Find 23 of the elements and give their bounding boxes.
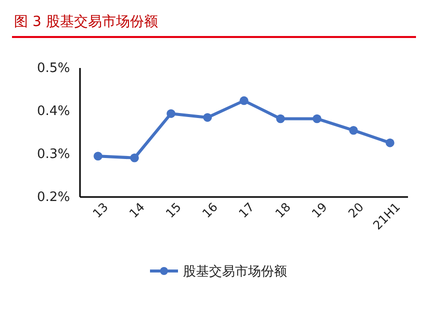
point bbox=[312, 114, 322, 124]
x-tick-label: 19 bbox=[309, 200, 330, 221]
x-tick-label: 13 bbox=[90, 200, 111, 221]
point bbox=[386, 138, 394, 148]
x-tick-label: 16 bbox=[200, 200, 220, 221]
x-tick-label: 17 bbox=[236, 200, 257, 221]
x-tick-label: 20 bbox=[346, 200, 366, 221]
y-tick-label: 0.5% bbox=[36, 61, 70, 76]
y-tick-label: 0.3% bbox=[36, 147, 70, 162]
y-tick-label: 0.4% bbox=[36, 104, 70, 120]
point bbox=[203, 113, 212, 122]
point bbox=[130, 154, 139, 162]
x-tick-label: 14 bbox=[126, 200, 148, 221]
x-tick-label: 18 bbox=[272, 200, 294, 221]
chart-title: 图 3 股基交易市场份额 bbox=[14, 14, 158, 30]
legend-label: 股基交易市场份额 bbox=[183, 264, 287, 280]
x-tick-label: 15 bbox=[163, 200, 184, 221]
point bbox=[94, 152, 102, 161]
point bbox=[276, 114, 285, 124]
point bbox=[166, 109, 176, 118]
point bbox=[349, 126, 358, 135]
y-tick-label: 0.2% bbox=[36, 190, 70, 206]
point bbox=[240, 96, 248, 106]
